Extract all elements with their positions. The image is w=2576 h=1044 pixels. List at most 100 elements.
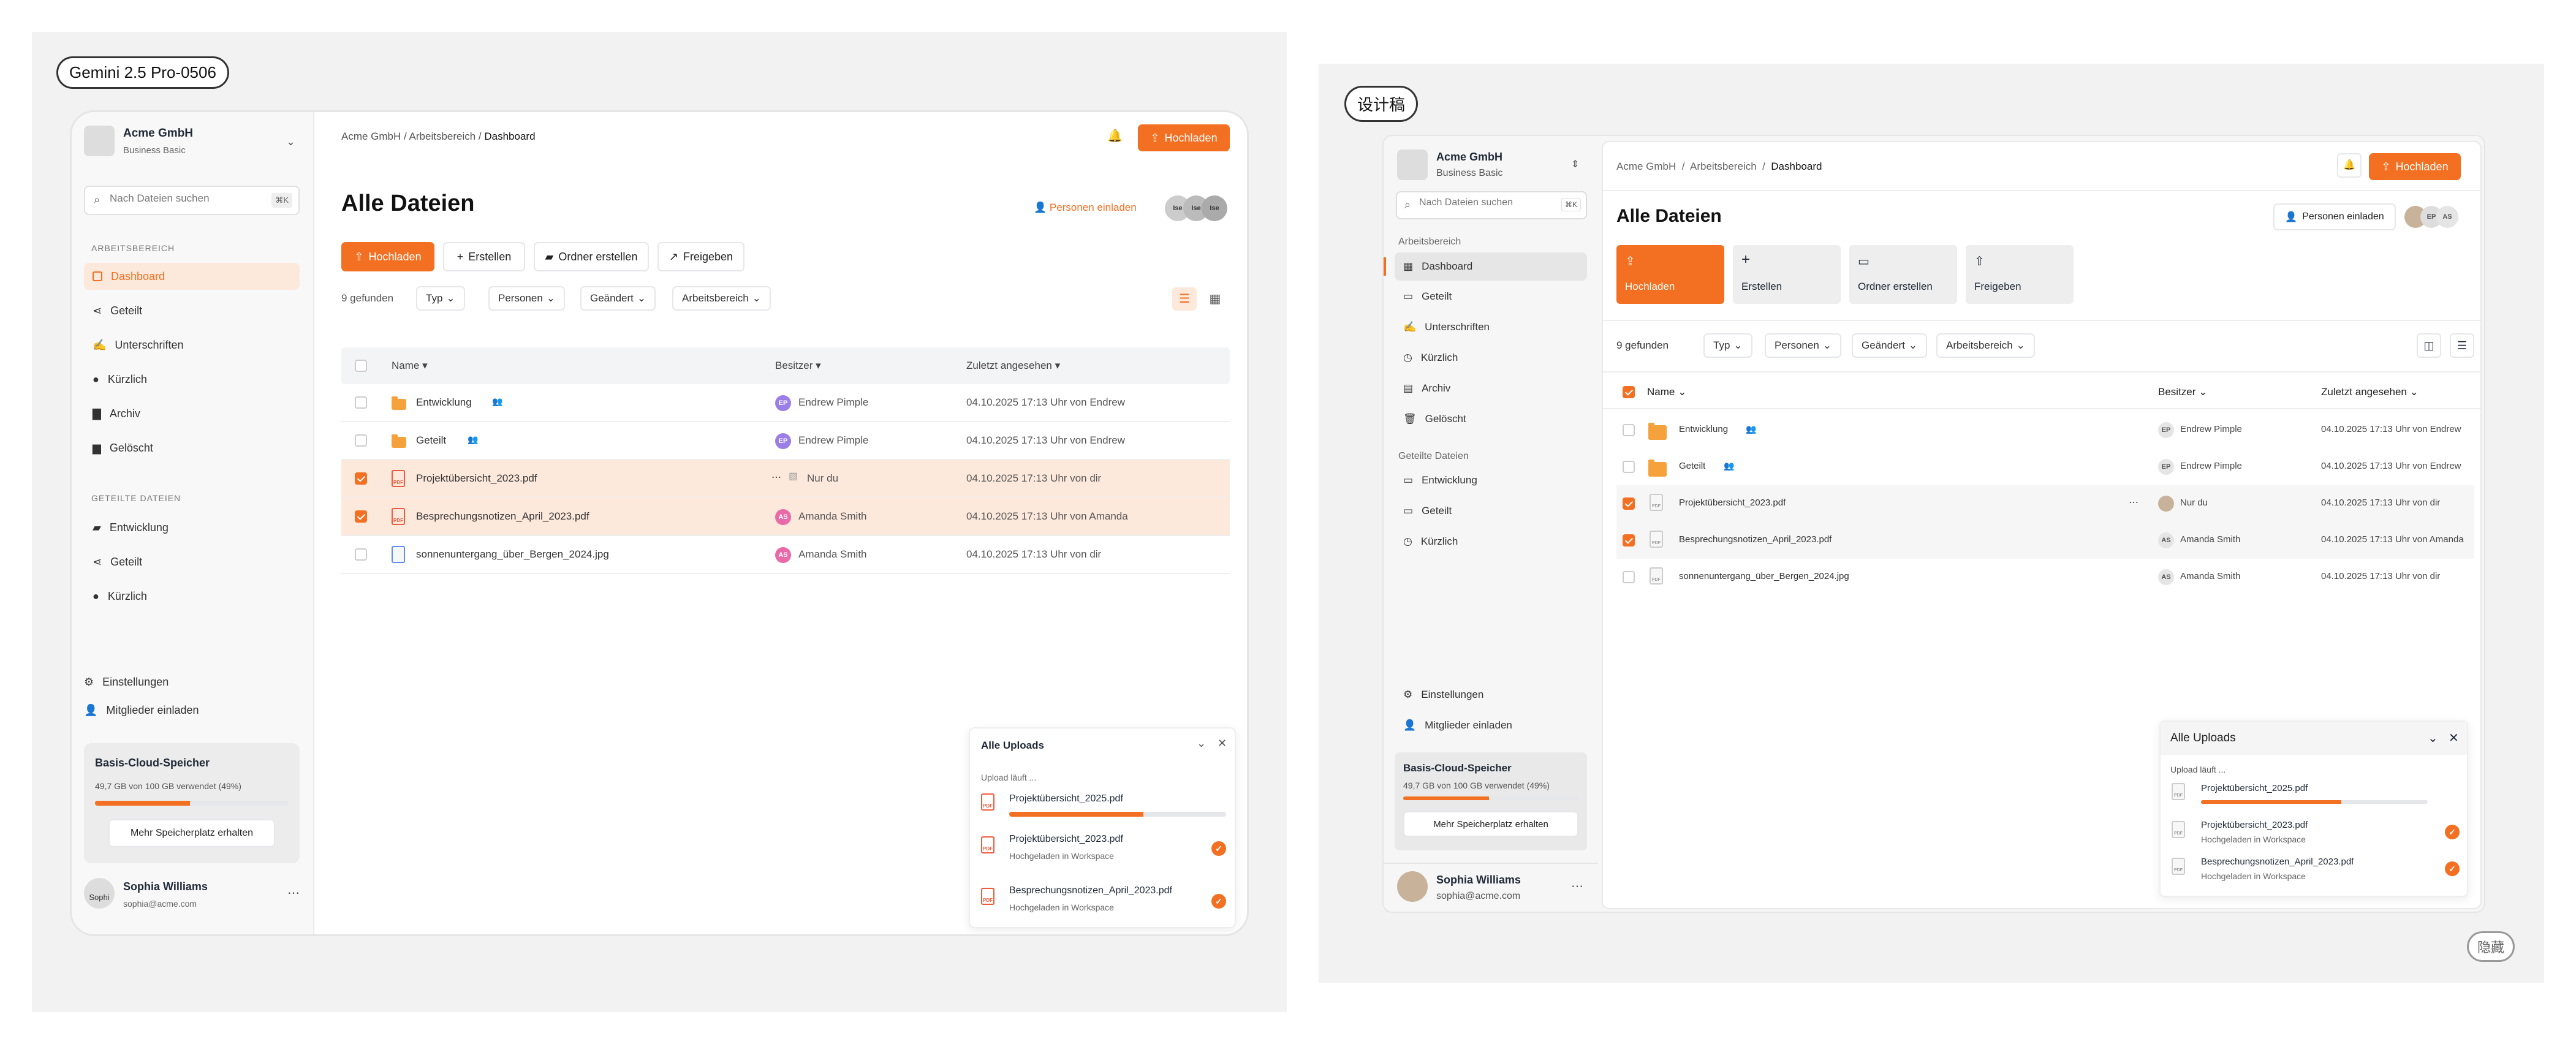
panel-view-icon[interactable]: ◫ (2417, 333, 2441, 358)
select-all-checkbox[interactable] (355, 360, 367, 372)
breadcrumb-item[interactable]: Arbeitsbereich (1689, 161, 1757, 172)
invite-people-button[interactable]: 👤 Personen einladen (2273, 203, 2396, 230)
row-checkbox[interactable] (355, 510, 367, 523)
sidebar-item-archive[interactable]: ▇ Archiv (84, 400, 149, 427)
file-name[interactable]: Projektübersicht_2023.pdf (1679, 497, 1786, 508)
file-name[interactable]: Geteilt (1679, 461, 1706, 471)
row-checkbox[interactable] (355, 548, 367, 561)
sidebar-item-development[interactable]: ▰ Entwicklung (84, 514, 177, 541)
file-name[interactable]: Besprechungsnotizen_April_2023.pdf (416, 510, 589, 522)
search-box[interactable]: ⌕ ⌘K (1396, 191, 1587, 219)
file-name[interactable]: Geteilt (416, 434, 447, 446)
filter-type[interactable]: Typ ⌄ (1703, 333, 1752, 358)
table-row[interactable]: PDF Besprechungsnotizen_April_2023.pdf AS A… (1616, 522, 2474, 559)
create-folder-button[interactable]: ▰ Ordner erstellen (534, 242, 649, 271)
filter-changed[interactable]: Geändert ⌄ (580, 286, 656, 311)
sidebar-item-recent[interactable]: ◷ Kürzlich (1395, 344, 1466, 371)
filter-people[interactable]: Personen ⌄ (1765, 333, 1842, 358)
row-checkbox[interactable] (355, 396, 367, 409)
invite-members-item[interactable]: 👤 Mitglieder einladen (75, 697, 208, 724)
table-row[interactable]: PDF Projektübersicht_2023.pdf ⋯ Nur du 04.10… (1616, 485, 2474, 522)
row-checkbox[interactable] (355, 472, 367, 485)
more-icon[interactable]: ⋯ (1571, 880, 1583, 893)
select-all-checkbox[interactable] (1623, 386, 1635, 398)
file-name[interactable]: Besprechungsnotizen_April_2023.pdf (1679, 534, 1832, 545)
sidebar-item-shared-2[interactable]: ⋖ Geteilt (84, 548, 151, 575)
table-row[interactable]: PDF sonnenuntergang_über_Bergen_2024.jpg A… (1616, 559, 2474, 596)
sidebar-item-recent[interactable]: ● Kürzlich (84, 366, 156, 393)
bell-icon[interactable]: 🔔 (1107, 129, 1123, 143)
row-checkbox[interactable] (1623, 461, 1635, 473)
column-viewed[interactable]: Zuletzt angesehen ⌄ (2321, 386, 2419, 398)
table-row[interactable]: Entwicklung 👥 EP Endrew Pimple 04.10.2025 17… (1616, 412, 2474, 448)
sidebar-item-archive[interactable]: ▤ Archiv (1395, 375, 1459, 402)
sidebar-item-signatures[interactable]: ✍ Unterschriften (1395, 314, 1498, 341)
settings-item[interactable]: ⚙ Einstellungen (75, 668, 177, 695)
sidebar-item-shared[interactable]: ▭ Geteilt (1395, 283, 1460, 310)
filter-workspace[interactable]: Arbeitsbereich ⌄ (672, 286, 771, 311)
sidebar-item-deleted[interactable]: 🗑 Gelöscht (1395, 406, 1475, 433)
search-input[interactable] (1419, 197, 1542, 208)
invite-members-item[interactable]: 👤 Mitglieder einladen (1395, 712, 1521, 739)
create-card[interactable]: + Erstellen (1733, 245, 1841, 304)
filter-workspace[interactable]: Arbeitsbereich ⌄ (1936, 333, 2035, 358)
file-name[interactable]: Entwicklung (416, 396, 472, 408)
chevron-down-icon[interactable]: ⌄ (1197, 737, 1207, 749)
file-name[interactable]: sonnenuntergang_über_Bergen_2024.jpg (416, 548, 609, 560)
sidebar-item-shared-2[interactable]: ▭ Geteilt (1395, 497, 1460, 524)
more-storage-button[interactable]: Mehr Speicherplatz erhalten (1403, 811, 1578, 837)
upload-button-top[interactable]: ⇪ Hochladen (1138, 124, 1230, 151)
share-card[interactable]: ⇧ Freigeben (1966, 245, 2074, 304)
table-row[interactable]: sonnenuntergang_über_Bergen_2024.jpg AS Am… (341, 536, 1230, 574)
search-input[interactable] (110, 192, 244, 205)
sidebar-item-signatures[interactable]: ✍ Unterschriften (84, 331, 192, 358)
filter-changed[interactable]: Geändert ⌄ (1852, 333, 1928, 358)
upload-button-top[interactable]: ⇪ Hochladen (2369, 153, 2461, 180)
table-row[interactable]: Entwicklung 👥 EP Endrew Pimple 04.10.2025 17… (341, 384, 1230, 422)
row-checkbox[interactable] (355, 434, 367, 447)
file-name[interactable]: Entwicklung (1679, 424, 1729, 434)
row-checkbox[interactable] (1623, 424, 1635, 436)
share-button[interactable]: ↗ Freigeben (657, 242, 744, 271)
upload-card[interactable]: ⇪ Hochladen (1616, 245, 1724, 304)
table-row[interactable]: Geteilt 👥 EP Endrew Pimple 04.10.2025 17:13 … (341, 422, 1230, 460)
list-view-icon[interactable]: ☰ (2450, 333, 2474, 358)
more-icon[interactable]: ⋯ (2129, 497, 2138, 508)
sidebar-item-development[interactable]: ▭ Entwicklung (1395, 467, 1486, 494)
hide-button[interactable]: 隐藏 (2467, 931, 2515, 962)
close-icon[interactable]: ✕ (2449, 732, 2459, 745)
column-owner[interactable]: Besitzer ▾ (775, 360, 821, 371)
file-name[interactable]: sonnenuntergang_über_Bergen_2024.jpg (1679, 571, 1849, 581)
more-icon[interactable]: ⋯ (771, 472, 781, 483)
upload-button[interactable]: ⇪ Hochladen (341, 242, 434, 271)
breadcrumb-item[interactable]: Acme GmbH (341, 130, 401, 142)
more-icon[interactable]: ⋯ (287, 887, 300, 900)
more-storage-button[interactable]: Mehr Speicherplatz erhalten (108, 819, 275, 847)
sidebar-item-dashboard[interactable]: ▦ Dashboard (1395, 252, 1587, 281)
breadcrumb-item[interactable]: Arbeitsbereich (409, 130, 476, 142)
chevron-updown-icon[interactable]: ⇕ (1571, 159, 1580, 170)
table-row[interactable]: PDF Projektübersicht_2023.pdf ⋯ ▧ Nur du 04.1… (341, 460, 1230, 498)
list-view-icon[interactable]: ☰ (1172, 287, 1197, 311)
grid-view-icon[interactable]: ▦ (1209, 292, 1221, 306)
table-row[interactable]: PDF Besprechungsnotizen_April_2023.pdf AS A… (341, 498, 1230, 536)
sidebar-item-recent-2[interactable]: ● Kürzlich (84, 583, 156, 610)
close-icon[interactable]: ✕ (1218, 737, 1227, 749)
column-viewed[interactable]: Zuletzt angesehen ▾ (966, 360, 1061, 371)
chevron-down-icon[interactable]: ⌄ (286, 135, 296, 148)
column-name[interactable]: Name ▾ (392, 360, 428, 371)
sidebar-item-deleted[interactable]: ▆ Gelöscht (84, 434, 162, 461)
filter-type[interactable]: Typ ⌄ (416, 286, 465, 311)
settings-item[interactable]: ⚙ Einstellungen (1395, 681, 1492, 708)
row-checkbox[interactable] (1623, 571, 1635, 583)
create-folder-card[interactable]: ▭ Ordner erstellen (1849, 245, 1957, 304)
sidebar-item-shared[interactable]: ⋖ Geteilt (84, 297, 151, 324)
file-name[interactable]: Projektübersicht_2023.pdf (416, 472, 537, 484)
create-button[interactable]: + Erstellen (443, 242, 525, 271)
row-checkbox[interactable] (1623, 497, 1635, 510)
sidebar-item-dashboard[interactable]: Dashboard (84, 263, 300, 290)
bell-icon[interactable]: 🔔 (2337, 153, 2362, 178)
invite-people-link[interactable]: 👤 Personen einladen (1034, 202, 1137, 214)
filter-people[interactable]: Personen ⌄ (488, 286, 566, 311)
table-row[interactable]: Geteilt 👥 EP Endrew Pimple 04.10.2025 17:13 … (1616, 448, 2474, 485)
